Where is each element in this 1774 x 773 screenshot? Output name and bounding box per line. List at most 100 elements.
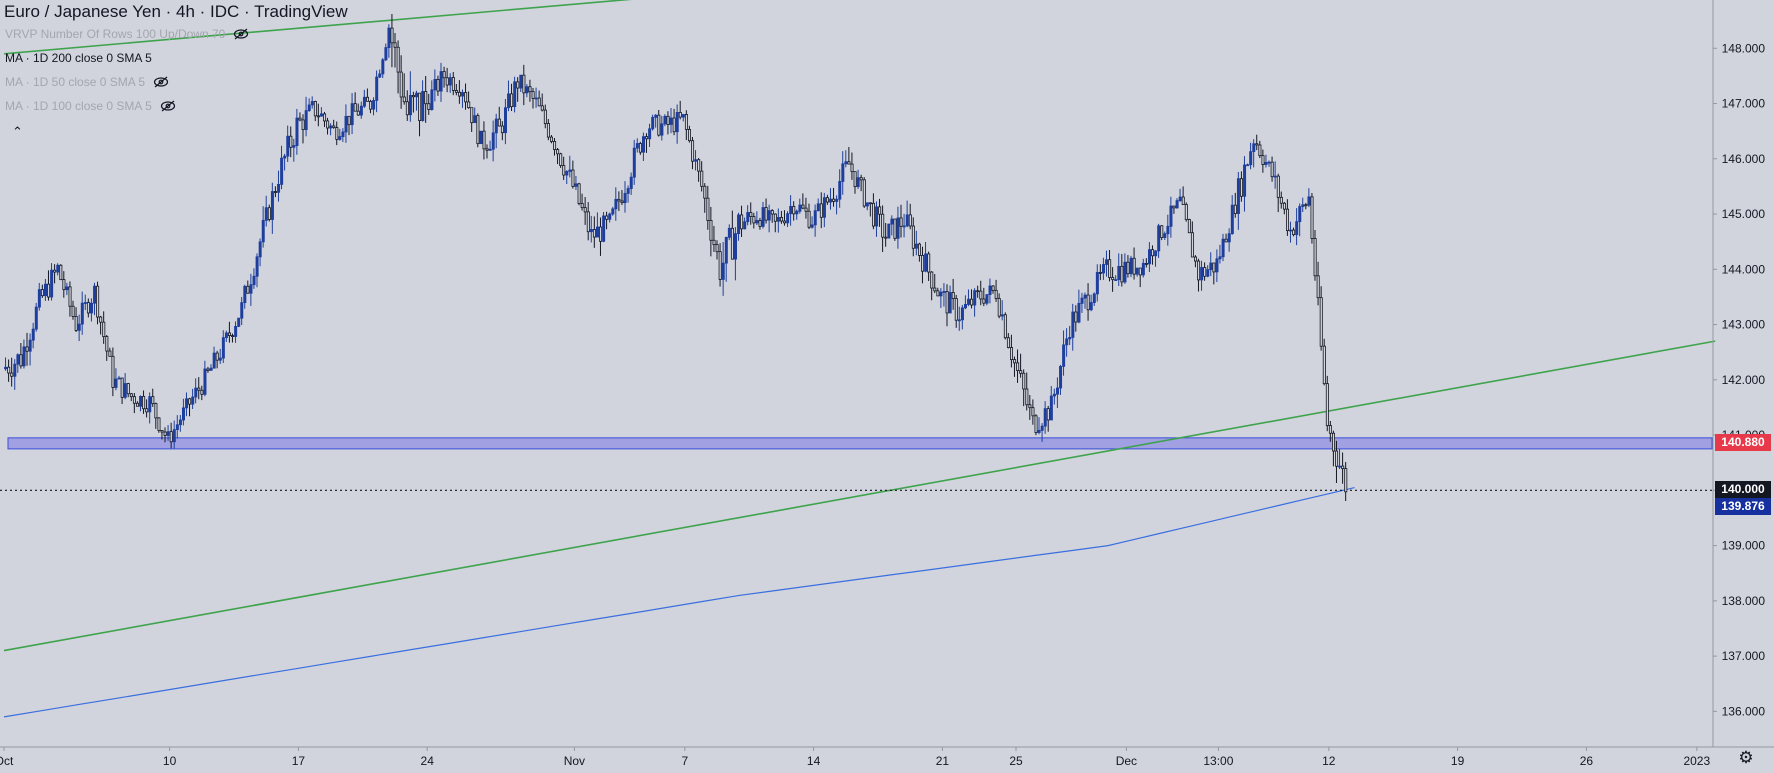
price-tick-label: 147.000: [1722, 97, 1766, 111]
time-tick-label: 25: [1009, 754, 1023, 768]
candle-body: [599, 226, 603, 242]
candle-body: [550, 136, 554, 142]
time-tick-label: 14: [807, 754, 821, 768]
candle-body: [933, 287, 937, 292]
candle-body: [1037, 429, 1041, 433]
candle-body: [13, 363, 17, 377]
candle-body: [1252, 143, 1256, 153]
candle-body: [703, 185, 707, 199]
candle-body: [178, 419, 182, 426]
candle-body: [976, 290, 980, 293]
candle-body: [1230, 204, 1234, 235]
candle-body: [626, 188, 630, 194]
candle-body: [642, 136, 646, 153]
candle-body: [1286, 208, 1290, 232]
candle-body: [280, 157, 284, 185]
candle-body: [1332, 432, 1336, 452]
candle-body: [181, 407, 185, 421]
candle-body: [1111, 277, 1115, 281]
candle-body: [948, 292, 952, 314]
time-tick-label: 26: [1580, 754, 1594, 768]
candle-body: [596, 226, 600, 238]
candle-body: [691, 140, 695, 162]
candle-body: [117, 377, 121, 380]
candle-body: [1095, 271, 1099, 295]
time-tick-label: 12: [1322, 754, 1336, 768]
candle-body: [988, 285, 992, 295]
candle-body: [415, 92, 419, 98]
candle-body: [761, 207, 765, 227]
candle-body: [1212, 262, 1216, 273]
candle-body: [1040, 425, 1044, 431]
candle-body: [1273, 175, 1277, 178]
candle-body: [350, 103, 354, 126]
candle-body: [120, 377, 124, 398]
candle-body: [856, 177, 860, 188]
candle-body: [298, 117, 302, 121]
candle-body: [1295, 221, 1299, 236]
legend-ma-200[interactable]: MA · 1D 200 close 0 SMA 5: [5, 51, 152, 65]
candle-body: [53, 269, 57, 273]
candle-body: [979, 290, 983, 300]
support-zone: [7, 437, 1713, 450]
candle-body: [264, 207, 268, 221]
candle-body: [982, 298, 986, 304]
candle-body: [580, 203, 584, 209]
eye-off-icon[interactable]: [233, 28, 249, 40]
candle-body: [1059, 366, 1063, 389]
candle-body: [1338, 465, 1342, 468]
candle-body: [709, 220, 713, 241]
eye-off-icon[interactable]: [153, 76, 169, 88]
candle-body: [197, 387, 201, 391]
candle-body: [798, 204, 802, 212]
candle-body: [1270, 161, 1274, 178]
candle-body: [77, 323, 81, 331]
candle-body: [1335, 450, 1339, 467]
candle-body: [586, 211, 590, 233]
candle-body: [767, 210, 771, 221]
legend-ma-50[interactable]: MA · 1D 50 close 0 SMA 5: [5, 75, 169, 89]
candle-body: [1181, 196, 1185, 205]
candle-body: [301, 119, 305, 131]
legend-vrvp[interactable]: VRVP Number Of Rows 100 Up/Down 70: [5, 27, 249, 41]
eye-off-icon[interactable]: [160, 100, 176, 112]
candle-body: [387, 27, 391, 49]
gear-icon[interactable]: ⚙: [1738, 748, 1754, 767]
candle-body: [212, 352, 216, 369]
candle-body: [623, 192, 627, 204]
candle-body: [1080, 297, 1084, 304]
candle-body: [1056, 387, 1060, 395]
candle-body: [451, 77, 455, 91]
candle-body: [592, 229, 596, 238]
candle-body: [166, 431, 170, 436]
candle-body: [71, 305, 75, 317]
time-tick-label: 13:00: [1203, 754, 1233, 768]
candle-body: [654, 114, 658, 118]
candle-body: [881, 213, 885, 238]
candle-body: [83, 302, 87, 304]
candle-body: [660, 123, 664, 136]
candle-body: [234, 325, 238, 337]
candle-body: [519, 74, 523, 89]
candle-body: [583, 207, 587, 213]
candle-body: [694, 159, 698, 162]
candle-body: [589, 229, 593, 233]
candle-body: [574, 183, 578, 187]
candle-body: [945, 291, 949, 314]
candle-body: [565, 170, 569, 176]
candle-body: [1098, 271, 1102, 274]
legend-ma-100[interactable]: MA · 1D 100 close 0 SMA 5: [5, 99, 176, 113]
candle-body: [307, 104, 311, 111]
candle-body: [1120, 265, 1124, 283]
candle-body: [1209, 262, 1213, 270]
candle-body: [1086, 294, 1090, 311]
candle-body: [994, 289, 998, 299]
candle-body: [359, 105, 363, 116]
candle-body: [749, 212, 753, 217]
chevron-up-icon[interactable]: ⌃: [12, 124, 23, 139]
candle-body: [273, 191, 277, 193]
candle-body: [470, 107, 474, 124]
candle-body: [283, 155, 287, 159]
